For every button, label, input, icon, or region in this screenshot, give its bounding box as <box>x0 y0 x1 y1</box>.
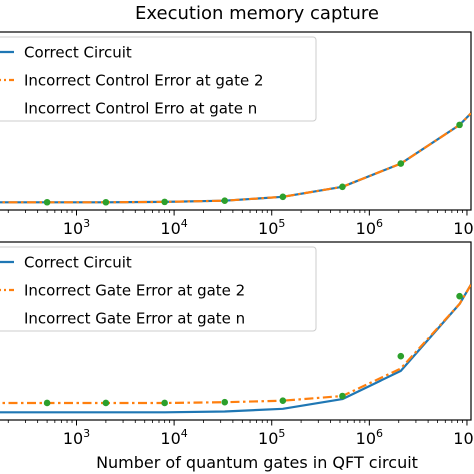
legend-label: Incorrect Gate Error at gate 2 <box>24 282 245 300</box>
x-tick-label: 106 <box>356 217 383 238</box>
legend-label: Incorrect Gate Error at gate n <box>24 310 245 328</box>
solid-series-line <box>0 284 471 414</box>
x-tick-label: 103 <box>63 217 90 238</box>
data-point <box>43 399 51 407</box>
data-point <box>339 183 346 191</box>
data-point <box>279 193 287 201</box>
data-point <box>456 292 463 300</box>
x-tick-label: 105 <box>258 427 285 448</box>
x-tick-label: 107 <box>453 427 474 448</box>
legend-box <box>0 246 317 332</box>
legend-label: Correct Circuit <box>24 254 132 272</box>
x-tick-label: 106 <box>356 427 383 448</box>
dashdot-series-line <box>0 112 471 204</box>
legend: Correct Circuit Incorrect Control Error a… <box>0 36 317 122</box>
axes-frame <box>0 31 472 211</box>
plot-area <box>0 284 471 414</box>
figure-title: Execution memory capture <box>135 3 379 24</box>
x-tick-label: 105 <box>258 217 285 238</box>
data-point <box>43 198 51 206</box>
legend: Correct Circuit Incorrect Gate Error at g… <box>0 246 317 332</box>
axes-frame <box>0 241 472 421</box>
data-point <box>102 198 110 206</box>
legend-label: Correct Circuit <box>24 44 132 62</box>
x-tick-label: 104 <box>160 217 187 238</box>
legend-label: Incorrect Control Error at gate 2 <box>24 72 264 90</box>
dashdot-series-line <box>0 284 471 405</box>
data-point <box>279 397 287 404</box>
x-tick-label: 107 <box>453 217 474 238</box>
legend-label: Incorrect Control Erro at gate n <box>24 100 257 118</box>
solid-series-line <box>0 112 471 204</box>
x-axis-label: Number of quantum gates in QFT circuit <box>96 453 418 472</box>
bottom-panel: 103 104 105 106 107 Correct Circuit Incorrect … <box>0 241 474 448</box>
plot-area <box>0 112 471 206</box>
data-point <box>221 398 229 406</box>
data-point <box>161 198 168 206</box>
data-point <box>339 392 346 400</box>
data-point <box>456 121 463 129</box>
data-point <box>161 399 168 407</box>
top-panel: 103 104 105 106 107 Correct Circuit Incorrect … <box>0 31 474 238</box>
data-point <box>397 160 405 167</box>
x-tick-label: 104 <box>160 427 187 448</box>
x-tick-label: 103 <box>63 427 90 448</box>
legend-box <box>0 36 317 122</box>
data-point <box>397 352 405 360</box>
data-point <box>221 197 229 205</box>
data-point <box>102 399 110 407</box>
